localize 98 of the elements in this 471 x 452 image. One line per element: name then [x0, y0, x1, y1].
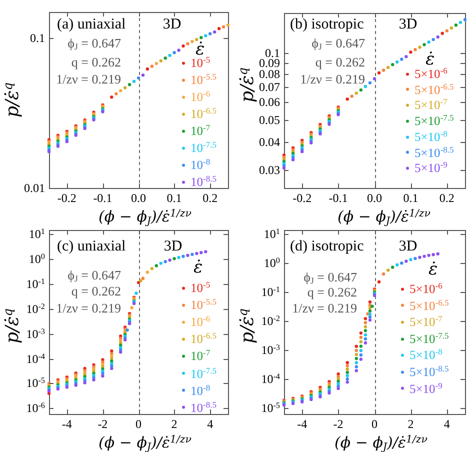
legend-label: 10$^{-8.5}$: [190, 174, 216, 189]
annotation: 1/zν = 0.219: [56, 300, 121, 316]
y-tick-label: 0.07: [259, 80, 280, 94]
legend-title: ε̇: [428, 260, 438, 280]
legend-label: 10$^{-8}$: [190, 382, 210, 398]
x-tick-label: 0.2: [202, 191, 218, 205]
legend-label: 5×10$^{-8.5}$: [410, 364, 449, 379]
y-tick-label: 0.08: [259, 67, 280, 82]
annotation: ϕ$_{J}$ = 0.647: [304, 270, 357, 286]
x-axis-title: (ϕ − ϕ$_{J}$)/ε̇$^{1/zν}$: [98, 434, 192, 452]
annotation: 1/zν = 0.219: [292, 300, 357, 316]
y-tick-label: 0.1: [30, 31, 45, 46]
legend-label: 10$^{-7.5}$: [190, 140, 216, 155]
annotation: ϕ$_{J}$ = 0.647: [68, 268, 121, 284]
chart-title: (a) uniaxial: [57, 16, 126, 32]
annotation: q = 0.262: [71, 284, 121, 298]
chart-title: (b) isotropic: [290, 16, 364, 32]
y-tick-label: 0.06: [259, 95, 280, 110]
legend-label: 10$^{-7}$: [190, 348, 210, 364]
annotation: 3D: [162, 16, 182, 32]
x-axis-title: (ϕ − ϕ$_{J}$)/ε̇$^{1/zν}$: [338, 208, 430, 228]
annotation: q = 0.262: [315, 54, 365, 70]
legend-label: 5×10$^{-9}$: [410, 380, 442, 396]
y-tick-label: 10$^{1}$: [264, 227, 280, 242]
y-tick-label: 10$^{-5}$: [26, 376, 45, 390]
legend-label: 5×10$^{-8}$: [410, 346, 442, 362]
legend-label: 5×10$^{-7.5}$: [410, 330, 449, 346]
x-tick-label: -0.2: [292, 191, 312, 205]
legend-label: 5×10$^{-8.5}$: [414, 144, 454, 160]
x-tick-label: 0.1: [166, 191, 182, 205]
y-tick-label: 10$^{-5}$: [261, 400, 280, 415]
annotation: 3D: [398, 238, 418, 254]
legend-label: 5×10$^{-6.5}$: [410, 297, 449, 312]
x-tick-label: -4: [62, 417, 72, 431]
legend-label: 10$^{-5.5}$: [190, 72, 216, 87]
legend-label: 10$^{-6.5}$: [190, 330, 216, 346]
x-tick-label: 4: [444, 417, 450, 431]
annotation: ϕ$_{J}$ = 0.647: [312, 36, 365, 52]
legend-label: 10$^{-7}$: [190, 122, 210, 138]
annotation: 3D: [398, 16, 418, 32]
legend-label: 10$^{-5}$: [190, 280, 210, 295]
y-tick-label: 0.05: [259, 113, 280, 128]
y-tick-label: 10$^{-4}$: [261, 372, 280, 386]
y-tick-label: 10$^{-6}$: [26, 401, 45, 416]
y-tick-label: 10$^{0}$: [28, 252, 45, 266]
x-tick-label: 0.2: [439, 191, 454, 205]
legend-label: 5×10$^{-9}$: [414, 160, 448, 175]
text: (c) uniaxial: [57, 238, 126, 254]
x-tick-label: 0: [136, 417, 142, 431]
y-tick-label: 10$^{-2}$: [26, 301, 45, 316]
annotation: 1/zν = 0.219: [300, 72, 365, 86]
legend-label: 10$^{-8.5}$: [190, 399, 216, 414]
legend-label: 10$^{-7.5}$: [190, 365, 216, 380]
x-tick-label: 0.1: [403, 191, 418, 205]
x-tick-label: -0.1: [328, 191, 348, 205]
legend-label: 10$^{-6}$: [190, 314, 210, 329]
y-tick-label: 0.04: [259, 135, 280, 150]
x-tick-label: -0.1: [93, 191, 112, 205]
annotation: q = 0.262: [307, 284, 357, 300]
legend-label: 5×10$^{-7.5}$: [414, 112, 454, 128]
x-tick-label: -0.2: [57, 191, 76, 205]
annotation: ϕ$_{J}$ = 0.647: [68, 36, 121, 52]
y-tick-label: 10$^{-4}$: [26, 351, 45, 366]
y-tick-label: 0.03: [259, 163, 280, 178]
text: (d) isotropic: [290, 238, 364, 254]
x-axis-title: (ϕ − ϕ$_{J}$)/ε̇$^{1/zν}$: [98, 208, 192, 228]
y-tick-label: 0.1: [265, 46, 280, 60]
x-tick-label: 2: [171, 417, 178, 431]
x-tick-label: 4: [207, 417, 214, 431]
annotation: 1/zν = 0.219: [56, 72, 121, 86]
legend-label: 5×10$^{-6.5}$: [414, 81, 454, 96]
legend-label: 10$^{-5.5}$: [190, 296, 216, 312]
y-tick-label: 0.01: [24, 181, 45, 195]
legend-label: 5×10$^{-7}$: [410, 314, 442, 329]
y-tick-label: 10$^{0}$: [264, 256, 280, 270]
y-tick-label: 10$^{-3}$: [26, 326, 45, 341]
x-tick-label: -2: [98, 417, 108, 431]
y-tick-label: 10$^{-3}$: [261, 342, 280, 357]
y-tick-label: 10$^{-2}$: [261, 314, 280, 328]
legend-label: 5×10$^{-6}$: [410, 280, 442, 296]
x-axis-title: (ϕ − ϕ$_{J}$)/ε̇$^{1/zν}$: [334, 434, 428, 452]
legend-label: 5×10$^{-7}$: [414, 96, 448, 112]
legend-label: 5×10$^{-8}$: [414, 128, 448, 144]
x-tick-label: 0: [372, 417, 378, 431]
x-tick-label: 2: [408, 417, 414, 431]
y-tick-label: 10$^{-1}$: [26, 276, 45, 291]
x-tick-label: 0.0: [367, 191, 382, 205]
x-tick-label: 0.0: [131, 191, 146, 205]
legend-title: ε̇: [193, 258, 203, 278]
x-tick-label: -4: [297, 417, 308, 431]
legend-label: 10$^{-8}$: [190, 156, 210, 172]
y-tick-label: 10$^{1}$: [28, 226, 45, 241]
annotation: q = 0.262: [71, 54, 121, 70]
annotation: 3D: [164, 238, 182, 254]
legend-label: 10$^{-6}$: [190, 88, 210, 104]
legend-label: 10$^{-6.5}$: [190, 106, 216, 121]
y-tick-label: 10$^{-1}$: [261, 284, 280, 299]
x-tick-label: -2: [333, 417, 344, 431]
